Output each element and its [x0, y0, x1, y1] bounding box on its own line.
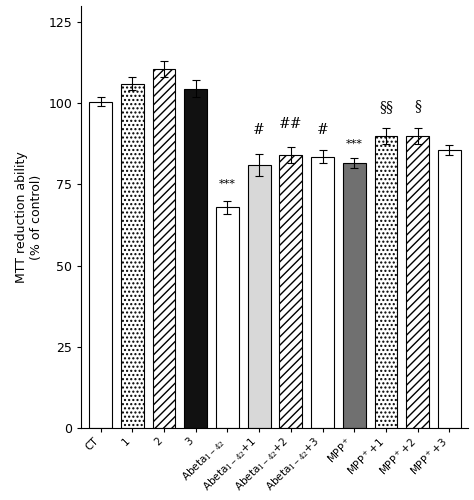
Bar: [279, 155, 302, 428]
Bar: [216, 208, 239, 428]
Text: #: #: [253, 124, 265, 138]
Bar: [374, 136, 397, 428]
Bar: [248, 165, 271, 428]
Bar: [121, 84, 144, 428]
Y-axis label: MTT reduction ability
(% of control): MTT reduction ability (% of control): [15, 151, 43, 283]
Text: §§: §§: [379, 100, 393, 114]
Bar: [153, 69, 175, 428]
Bar: [311, 157, 334, 428]
Bar: [184, 88, 207, 428]
Text: ##: ##: [279, 117, 302, 131]
Bar: [89, 102, 112, 428]
Text: ***: ***: [346, 138, 363, 148]
Text: §: §: [414, 99, 421, 113]
Text: ***: ***: [219, 180, 236, 190]
Text: #: #: [317, 124, 328, 138]
Bar: [343, 164, 365, 428]
Bar: [438, 150, 461, 428]
Bar: [406, 136, 429, 428]
